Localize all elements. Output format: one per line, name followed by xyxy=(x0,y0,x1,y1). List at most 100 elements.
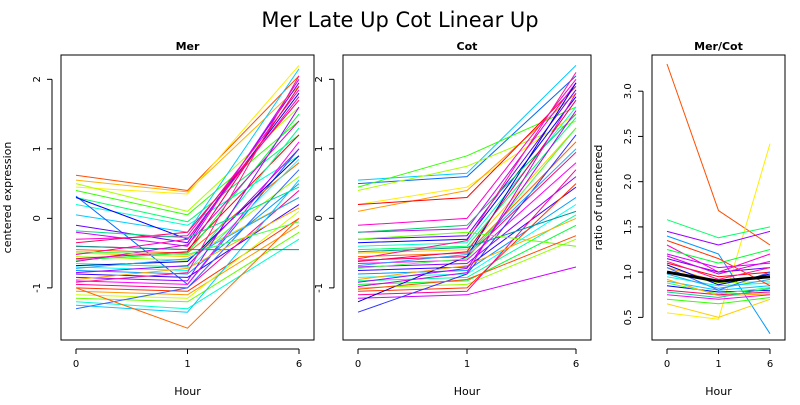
series-line xyxy=(357,127,577,269)
series-line xyxy=(75,68,300,233)
series-line xyxy=(357,217,577,280)
x-tick-label: 1 xyxy=(464,359,470,370)
series-line xyxy=(75,148,300,274)
series-line xyxy=(666,219,771,239)
series-line xyxy=(357,89,577,240)
series-line xyxy=(357,224,577,285)
y-tick-label: 0 xyxy=(32,215,43,221)
series-group xyxy=(666,63,771,334)
series-line xyxy=(666,253,771,269)
series-line xyxy=(666,235,771,334)
series-line xyxy=(75,113,300,261)
y-tick-label: 2.5 xyxy=(623,128,634,144)
x-axis-label: Hour xyxy=(454,385,481,398)
plot-frame xyxy=(60,54,315,341)
series-line xyxy=(75,75,300,283)
series-line xyxy=(75,96,300,255)
series-line xyxy=(357,92,577,287)
series-line xyxy=(75,218,300,329)
series-line xyxy=(75,89,300,240)
y-axis-label: ratio of uncentered xyxy=(592,145,605,251)
y-tick-label: 3.0 xyxy=(623,83,634,99)
x-tick-label: 1 xyxy=(715,359,721,370)
plot-frame xyxy=(342,54,592,341)
series-line xyxy=(75,183,300,275)
y-tick-label: 2 xyxy=(32,76,43,82)
series-line xyxy=(357,141,577,258)
series-line xyxy=(357,148,577,267)
panel-title: Mer xyxy=(176,40,200,53)
y-tick-label: 1 xyxy=(314,146,325,152)
series-line xyxy=(357,186,577,271)
panel-1: Mer 0 1 6 Hour -1 0 1 2 centered expression xyxy=(1,40,315,398)
y-tick-label: 0 xyxy=(314,215,325,221)
series-line xyxy=(357,96,577,244)
series-line xyxy=(75,197,300,269)
x-tick-label: 6 xyxy=(573,359,579,370)
series-line xyxy=(357,176,577,268)
series-line xyxy=(75,158,300,271)
series-line xyxy=(357,82,577,233)
panel-3: Mer/Cot 0 1 6 Hour 0.5 1.0 1.5 2.0 2.5 3.0 ratio of… xyxy=(592,40,786,398)
x-tick-label: 0 xyxy=(355,359,361,370)
series-line xyxy=(75,120,300,262)
plot-frame xyxy=(651,54,786,341)
series-line xyxy=(357,117,577,251)
series-line xyxy=(357,266,577,299)
series-line xyxy=(75,75,300,191)
series-line xyxy=(666,287,771,298)
y-tick-label: 1.0 xyxy=(623,264,634,280)
main-title: Mer Late Up Cot Linear Up xyxy=(261,8,538,32)
series-line xyxy=(666,282,771,295)
series-line xyxy=(357,231,577,247)
series-line xyxy=(357,169,577,296)
series-line xyxy=(666,240,771,287)
series-line xyxy=(75,92,300,240)
panel-title: Mer/Cot xyxy=(694,40,743,53)
series-line xyxy=(357,210,577,253)
series-line xyxy=(357,85,577,205)
y-tick-label: 0.5 xyxy=(623,309,634,325)
y-tick-label: 1 xyxy=(32,146,43,152)
series-line xyxy=(666,63,771,246)
series-line xyxy=(666,270,771,283)
series-line xyxy=(357,134,577,313)
series-line xyxy=(75,85,300,193)
series-line xyxy=(666,297,771,305)
series-line xyxy=(666,276,771,287)
series-line xyxy=(75,65,300,195)
series-line xyxy=(357,75,577,185)
series-line xyxy=(75,224,300,296)
series-line xyxy=(357,110,577,283)
series-line xyxy=(357,197,577,275)
series-line xyxy=(357,120,577,191)
series-line xyxy=(75,134,300,223)
series-line xyxy=(357,214,577,282)
y-tick-label: 2 xyxy=(314,76,325,82)
panel-title: Cot xyxy=(457,40,478,53)
y-tick-label: 2.0 xyxy=(623,174,634,190)
series-line xyxy=(75,238,300,310)
series-line xyxy=(75,79,300,247)
series-line xyxy=(666,273,771,289)
y-tick-label: -1 xyxy=(314,283,325,293)
series-line xyxy=(666,278,771,297)
x-tick-label: 0 xyxy=(73,359,79,370)
series-group xyxy=(357,65,577,313)
series-line xyxy=(357,78,577,226)
series-line xyxy=(357,72,577,260)
series-line xyxy=(75,141,300,285)
series-line xyxy=(357,235,577,290)
series-line xyxy=(666,289,771,296)
x-tick-label: 1 xyxy=(184,359,190,370)
series-line xyxy=(666,298,771,318)
x-axis-label: Hour xyxy=(174,385,201,398)
series-line xyxy=(75,186,300,239)
series-line xyxy=(75,197,300,258)
series-line xyxy=(666,260,771,280)
series-line xyxy=(75,120,300,216)
series-line xyxy=(75,245,299,251)
series-line xyxy=(357,99,577,262)
